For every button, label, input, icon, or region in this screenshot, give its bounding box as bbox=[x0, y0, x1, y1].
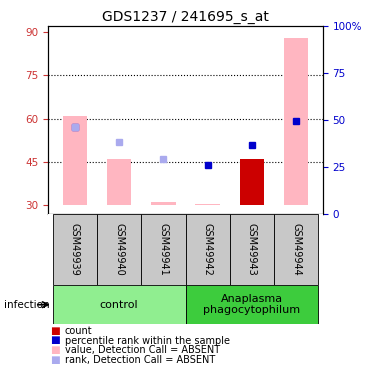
Text: GSM49939: GSM49939 bbox=[70, 223, 80, 276]
Text: ■: ■ bbox=[50, 336, 60, 345]
Text: percentile rank within the sample: percentile rank within the sample bbox=[65, 336, 230, 345]
Bar bbox=[63, 116, 87, 205]
Text: rank, Detection Call = ABSENT: rank, Detection Call = ABSENT bbox=[65, 355, 215, 365]
Bar bbox=[53, 285, 185, 324]
Bar bbox=[230, 214, 274, 285]
Text: ■: ■ bbox=[50, 326, 60, 336]
Bar bbox=[107, 159, 131, 205]
Bar bbox=[53, 214, 97, 285]
Text: GSM49943: GSM49943 bbox=[247, 223, 257, 276]
Bar bbox=[274, 214, 318, 285]
Bar bbox=[284, 38, 308, 205]
Bar bbox=[186, 285, 318, 324]
Text: Anaplasma
phagocytophilum: Anaplasma phagocytophilum bbox=[203, 294, 301, 315]
Text: ■: ■ bbox=[50, 345, 60, 355]
Bar bbox=[196, 204, 220, 205]
Text: value, Detection Call = ABSENT: value, Detection Call = ABSENT bbox=[65, 345, 220, 355]
Text: GSM49944: GSM49944 bbox=[291, 223, 301, 276]
Text: infection: infection bbox=[4, 300, 49, 310]
Text: count: count bbox=[65, 326, 92, 336]
Bar bbox=[97, 214, 141, 285]
Bar bbox=[240, 159, 264, 205]
Title: GDS1237 / 241695_s_at: GDS1237 / 241695_s_at bbox=[102, 10, 269, 24]
Bar bbox=[151, 202, 175, 205]
Text: GSM49940: GSM49940 bbox=[114, 223, 124, 276]
Bar bbox=[186, 214, 230, 285]
Text: GSM49941: GSM49941 bbox=[158, 223, 168, 276]
Text: GSM49942: GSM49942 bbox=[203, 223, 213, 276]
Text: control: control bbox=[100, 300, 138, 310]
Text: ■: ■ bbox=[50, 355, 60, 365]
Bar bbox=[141, 214, 186, 285]
